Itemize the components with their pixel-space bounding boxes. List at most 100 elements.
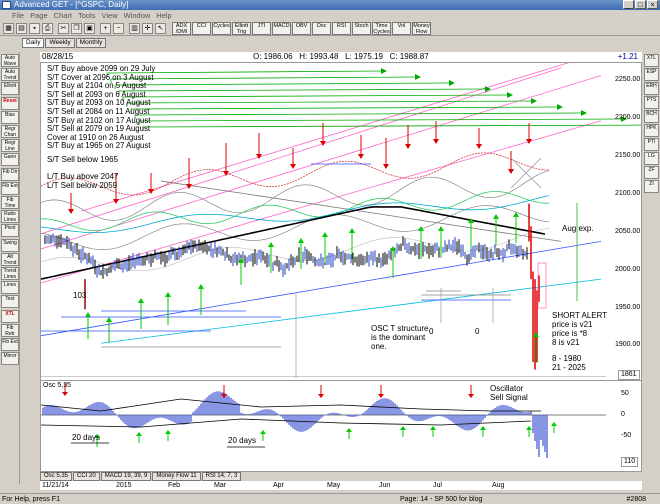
tool-button[interactable]: ZF <box>644 166 659 179</box>
close-button[interactable]: × <box>647 0 658 9</box>
tool-button[interactable]: Trend Lines <box>1 267 19 280</box>
cut-icon[interactable]: ✂ <box>58 23 69 34</box>
tool-button[interactable]: Bias <box>1 110 19 124</box>
tool-button[interactable]: Swing <box>1 238 19 252</box>
indicator-button[interactable]: ADX /DMI <box>172 22 191 35</box>
target-box <box>537 262 547 309</box>
save-icon[interactable]: ▪ <box>29 23 40 34</box>
tool-button[interactable]: ZI <box>644 180 659 193</box>
tool-button[interactable]: PTS <box>644 96 659 109</box>
menu-page[interactable]: Page <box>30 11 48 20</box>
tab-daily[interactable]: Daily <box>22 38 45 48</box>
tool-button[interactable]: Regr Line <box>1 139 19 153</box>
tool-button[interactable]: XTL <box>644 54 659 67</box>
tool-button[interactable]: Mirror <box>1 352 19 366</box>
tool-button[interactable]: PTI <box>644 138 659 151</box>
sell-arrow-head <box>290 164 296 169</box>
tool-button[interactable]: LG <box>644 152 659 165</box>
indicator-button[interactable]: JTI <box>252 22 271 35</box>
sell-arrow-head <box>526 139 532 144</box>
minimize-button[interactable]: _ <box>623 0 634 9</box>
menu-tools[interactable]: Tools <box>77 11 96 20</box>
tool-button[interactable]: Fib Dir <box>1 167 19 181</box>
tool-button[interactable]: Alt Trend <box>1 252 19 266</box>
price-chart[interactable]: S/T Buy above 2099 on 29 July S/T Cover … <box>40 62 642 382</box>
tool-button[interactable]: Lines <box>1 281 19 295</box>
tab-monthly[interactable]: Monthly <box>75 38 107 48</box>
tool-button[interactable]: HPK <box>644 124 659 137</box>
osc-buy-arrow-head <box>260 430 266 434</box>
osc-sell-arrow-head <box>62 392 68 396</box>
tool-button[interactable]: Gann <box>1 153 19 167</box>
arrow-icon[interactable]: ↖ <box>155 23 166 34</box>
open-icon[interactable]: ▤ <box>16 23 27 34</box>
tool-button[interactable]: Fib Ext <box>1 338 19 351</box>
maximize-button[interactable]: □ <box>635 0 646 9</box>
tab-rsi[interactable]: RSI 14, 7, 3 <box>201 472 242 481</box>
oscillator-panel[interactable]: Osc 5,35 Oscillator Sell Signal 20 days … <box>40 380 642 472</box>
paste-icon[interactable]: ▣ <box>84 23 95 34</box>
indicator-button[interactable]: Stoch <box>352 22 371 35</box>
note-lt-sell: L/T Sell below 2059 <box>47 181 118 190</box>
ohlc-readout: O: 1986.06 H: 1993.48 L: 1975.19 C: 1988… <box>253 52 429 62</box>
tab-cci[interactable]: CCI 20 <box>73 472 100 481</box>
indicator-button[interactable]: Money Flow <box>412 22 431 35</box>
indicator-button[interactable]: OBV <box>292 22 311 35</box>
chart-header: 08/28/15 O: 1986.06 H: 1993.48 L: 1975.1… <box>40 52 642 62</box>
level-21: 21 - 2025 <box>552 363 586 372</box>
tool-button[interactable]: Fib Retr <box>1 323 19 337</box>
indicator-button[interactable]: Vol <box>392 22 411 35</box>
indicator-button[interactable]: Cycles <box>212 22 231 35</box>
tool-button[interactable]: Fib Ext <box>1 181 19 195</box>
short-alert-line: price is *8 <box>552 329 588 338</box>
tab-money-flow[interactable]: Money Flow 11 <box>152 472 201 481</box>
menu-view[interactable]: View <box>101 11 118 20</box>
new-chart-icon[interactable]: ▦ <box>3 23 14 34</box>
tool-button[interactable]: ERH <box>644 82 659 95</box>
tool-button[interactable]: Elliott <box>1 82 19 96</box>
indicator-button[interactable]: MACD <box>272 22 291 35</box>
chart-date: 08/28/15 <box>42 52 74 61</box>
tab-weekly[interactable]: Weekly <box>45 38 75 48</box>
tool-button[interactable]: ESP <box>644 68 659 81</box>
signal-notes: S/T Buy above 2099 on 29 July S/T Cover … <box>47 64 155 150</box>
tool-button[interactable]: Pivot <box>1 224 19 238</box>
price-chart-svg <box>41 63 641 378</box>
menu-file[interactable]: File <box>12 11 25 20</box>
zoom-out-icon[interactable]: − <box>113 23 124 34</box>
ladder-line <box>110 76 416 80</box>
indicator-button[interactable]: RSI <box>332 22 351 35</box>
copy-icon[interactable]: ❐ <box>71 23 82 34</box>
menu-window[interactable]: Window <box>123 11 151 20</box>
tool-button[interactable]: Reset <box>1 96 19 110</box>
tool-button[interactable]: Text <box>1 295 19 309</box>
time-label: Aug <box>492 482 505 489</box>
tool-button[interactable]: Fib Time <box>1 196 19 209</box>
buy-arrow-head <box>165 292 171 297</box>
menu-help[interactable]: Help <box>156 11 172 20</box>
tool-button[interactable]: Auto Wave <box>1 54 19 67</box>
zoom-in-icon[interactable]: + <box>100 23 111 34</box>
tab-macd[interactable]: MACD 19, 39, 9 <box>100 472 152 481</box>
crosshair-icon[interactable]: ✛ <box>142 23 153 34</box>
tool-button[interactable]: Ratio Lines <box>1 210 19 224</box>
menu-chart[interactable]: Chart <box>53 11 72 20</box>
chart-type-icon[interactable]: ▥ <box>129 23 140 34</box>
tab-osc[interactable]: Osc 5,35 <box>40 472 73 481</box>
note-line: S/T Cover at 2096 on 3 August <box>47 72 154 82</box>
sell-arrow-head <box>68 209 74 214</box>
print-icon[interactable]: ⎙ <box>42 23 53 34</box>
indicator-button[interactable]: Elliott Trig <box>232 22 251 35</box>
buy-arrow-head <box>513 212 519 217</box>
twenty-days-label: 20 days <box>72 433 101 442</box>
zero-label: 0 <box>429 327 434 336</box>
tool-button[interactable]: XTL <box>1 309 19 323</box>
indicator-button[interactable]: CCI <box>192 22 211 35</box>
tool-button[interactable]: BCH <box>644 110 659 123</box>
tool-button[interactable]: Regr Chan <box>1 125 19 138</box>
indicator-button[interactable]: Osc <box>312 22 331 35</box>
ladder-arrowhead <box>485 86 491 92</box>
indicator-button[interactable]: Time Cycles <box>372 22 391 35</box>
tool-button[interactable]: Auto Trend <box>1 68 19 82</box>
time-label: May <box>327 482 341 489</box>
